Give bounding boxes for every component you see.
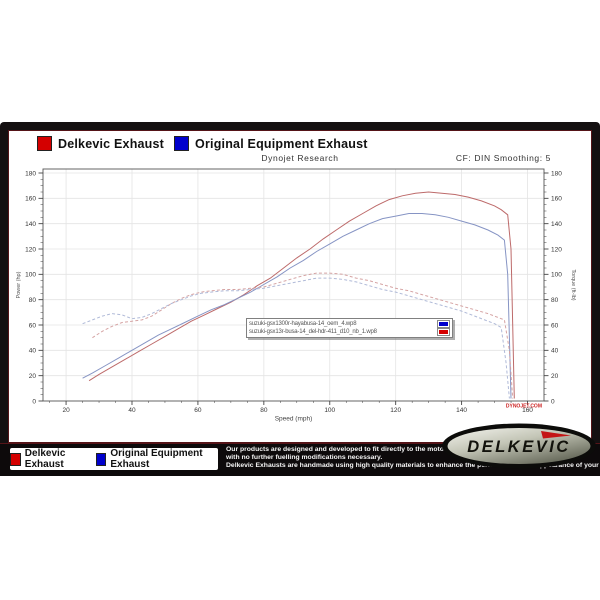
y-tick-label-right: 120 [551, 246, 562, 253]
y-tick-label-right: 180 [551, 170, 562, 177]
marketing-text: Our products are designed and developed … [226, 446, 600, 471]
legend-item-oem: Original Equipment Exhaust [95, 448, 218, 470]
run-file-row: suzuki-gsx1300r-hayabusa-14_oem_4.wp8 [249, 320, 450, 328]
plot-border [42, 168, 545, 402]
y-tick-label-right: 60 [551, 322, 559, 329]
legend-label: Delkevic Exhaust [58, 136, 165, 151]
y-tick-label-left: 160 [25, 196, 36, 203]
dyno-chart-card: Delkevic Exhaust Original Equipment Exha… [8, 130, 592, 443]
y-tick-label-left: 140 [25, 221, 36, 228]
delkevic-color-swatch [10, 452, 21, 466]
y-tick-label-left: 180 [25, 170, 36, 177]
run-file-legend: suzuki-gsx1300r-hayabusa-14_oem_4.wp8 su… [246, 318, 453, 338]
marketing-line: Delkevic Exhausts are handmade using hig… [226, 462, 600, 470]
x-tick-label: 40 [128, 407, 136, 414]
x-tick-label: 100 [324, 407, 335, 414]
y-tick-label-left: 120 [25, 246, 36, 253]
x-tick-label: 20 [62, 407, 70, 414]
dyno-panel: Delkevic Exhaust Original Equipment Exha… [0, 122, 600, 476]
chart-legend: Delkevic Exhaust Original Equipment Exha… [37, 136, 368, 151]
smoothing-label: CF: DIN Smoothing: 5 [455, 153, 551, 163]
y-tick-label-right: 20 [551, 373, 559, 380]
y-tick-label-left: 20 [29, 373, 37, 380]
y-axis-title-right: Torque (ft-lb) [570, 269, 576, 300]
run-color-swatch [439, 330, 448, 334]
run-file-name: suzuki-gsx1300r-hayabusa-14_oem_4.wp8 [249, 321, 357, 327]
run-file-name: suzuki-gsx13r-busa-14_del-hdr-411_d10_nb… [249, 329, 377, 335]
chart-title: Dynojet Research [261, 153, 339, 163]
y-tick-label-right: 0 [551, 398, 555, 405]
x-tick-label: 120 [390, 407, 401, 414]
oem-color-swatch [174, 136, 190, 151]
x-axis-title: Speed (mph) [275, 416, 313, 423]
y-tick-label-left: 60 [29, 322, 37, 329]
x-tick-label: 160 [522, 407, 533, 414]
x-tick-label: 80 [260, 407, 268, 414]
series-torque [82, 277, 510, 399]
y-tick-label-right: 80 [551, 297, 559, 304]
dyno-plot: 20 40 60 80 100 120 140 160 0 0 20 20 40 40 60 60 80 80 10… [16, 168, 576, 423]
series-power [82, 213, 512, 399]
y-tick-label-right: 100 [551, 272, 562, 279]
logo-red-accent [541, 431, 571, 439]
x-tick-label: 140 [456, 407, 467, 414]
logo-wordmark: DELKEVIC [467, 438, 570, 456]
legend-item-oem: Original Equipment Exhaust [174, 136, 368, 151]
delkevic-logo: DELKEVIC [442, 423, 596, 469]
legend-item-delkevic: Delkevic Exhaust [37, 136, 164, 151]
y-axis-title-left: Power (hp) [16, 271, 22, 298]
marketing-line: with no further fuelling modifications n… [226, 454, 383, 462]
run-file-row: suzuki-gsx13r-busa-14_del-hdr-411_d10_nb… [249, 328, 450, 336]
legend-item-delkevic: Delkevic Exhaust [10, 448, 91, 470]
run-color-chip [437, 328, 450, 336]
run-color-swatch [439, 322, 448, 326]
y-tick-label-right: 140 [551, 221, 562, 228]
dynojet-watermark: DYNOJET.COM [506, 404, 542, 410]
legend-label: Original Equipment Exhaust [110, 448, 203, 470]
marketing-line: Our products are designed and developed … [226, 446, 464, 453]
legend-label: Delkevic Exhaust [24, 448, 66, 470]
y-tick-label-left: 0 [32, 398, 36, 405]
oem-color-swatch [95, 452, 107, 466]
bottom-legend: Delkevic Exhaust Original Equipment Exha… [10, 448, 218, 470]
delkevic-color-swatch [37, 136, 52, 151]
run-color-chip [437, 320, 450, 328]
series-power [88, 191, 515, 399]
legend-label: Original Equipment Exhaust [195, 136, 368, 151]
y-tick-label-right: 40 [551, 348, 559, 355]
y-tick-label-left: 80 [29, 297, 37, 304]
y-tick-label-left: 40 [29, 348, 37, 355]
y-tick-label-left: 100 [25, 272, 36, 279]
y-tick-label-right: 160 [551, 196, 562, 203]
x-tick-label: 60 [194, 407, 202, 414]
